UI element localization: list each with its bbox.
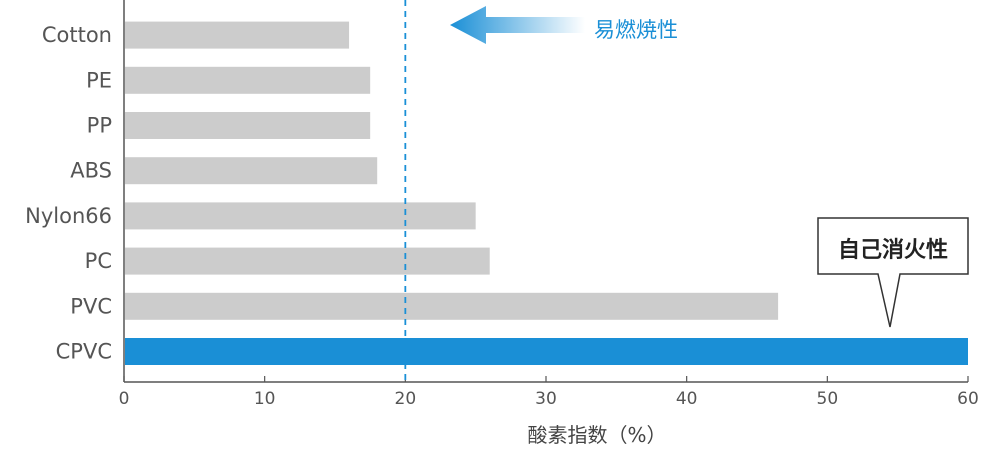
bar-cotton [125,21,350,49]
category-label-cpvc: CPVC [56,340,112,364]
category-label-abs: ABS [70,159,112,183]
x-tick-label: 60 [957,389,979,409]
category-label-pp: PP [87,114,112,138]
category-label-pe: PE [86,68,112,92]
bar-nylon66 [125,202,476,230]
bar-pp [125,112,371,139]
bar-pvc [125,292,779,320]
bars-group [125,21,968,365]
bar-pc [125,247,490,275]
category-label-nylon66: Nylon66 [25,204,112,228]
x-tick-label: 50 [817,389,839,409]
category-label-pc: PC [85,249,112,273]
callout-box [817,217,969,328]
x-axis-label: 酸素指数（%） [527,423,666,447]
x-tick-group: 0 10 20 30 40 50 60 [119,376,979,409]
self-extinguishing-annotation: 自己消火性 [837,238,948,263]
flammable-arrow-icon [450,6,585,44]
x-tick-label: 20 [395,389,417,409]
bar-pe [125,66,371,94]
x-tick-label: 0 [119,389,130,409]
self-extinguishing-callout: 自己消火性 [818,218,968,274]
x-tick-label: 40 [676,389,698,409]
bar-cpvc [125,338,968,365]
category-label-cotton: Cotton [42,23,112,47]
x-tick-label: 30 [535,389,557,409]
flammable-annotation: 易燃焼性 [594,18,678,42]
category-labels: Cotton PE PP ABS Nylon66 PC PVC CPVC [25,23,112,363]
x-tick-label: 10 [254,389,276,409]
bar-abs [125,157,378,185]
category-label-pvc: PVC [70,294,112,318]
